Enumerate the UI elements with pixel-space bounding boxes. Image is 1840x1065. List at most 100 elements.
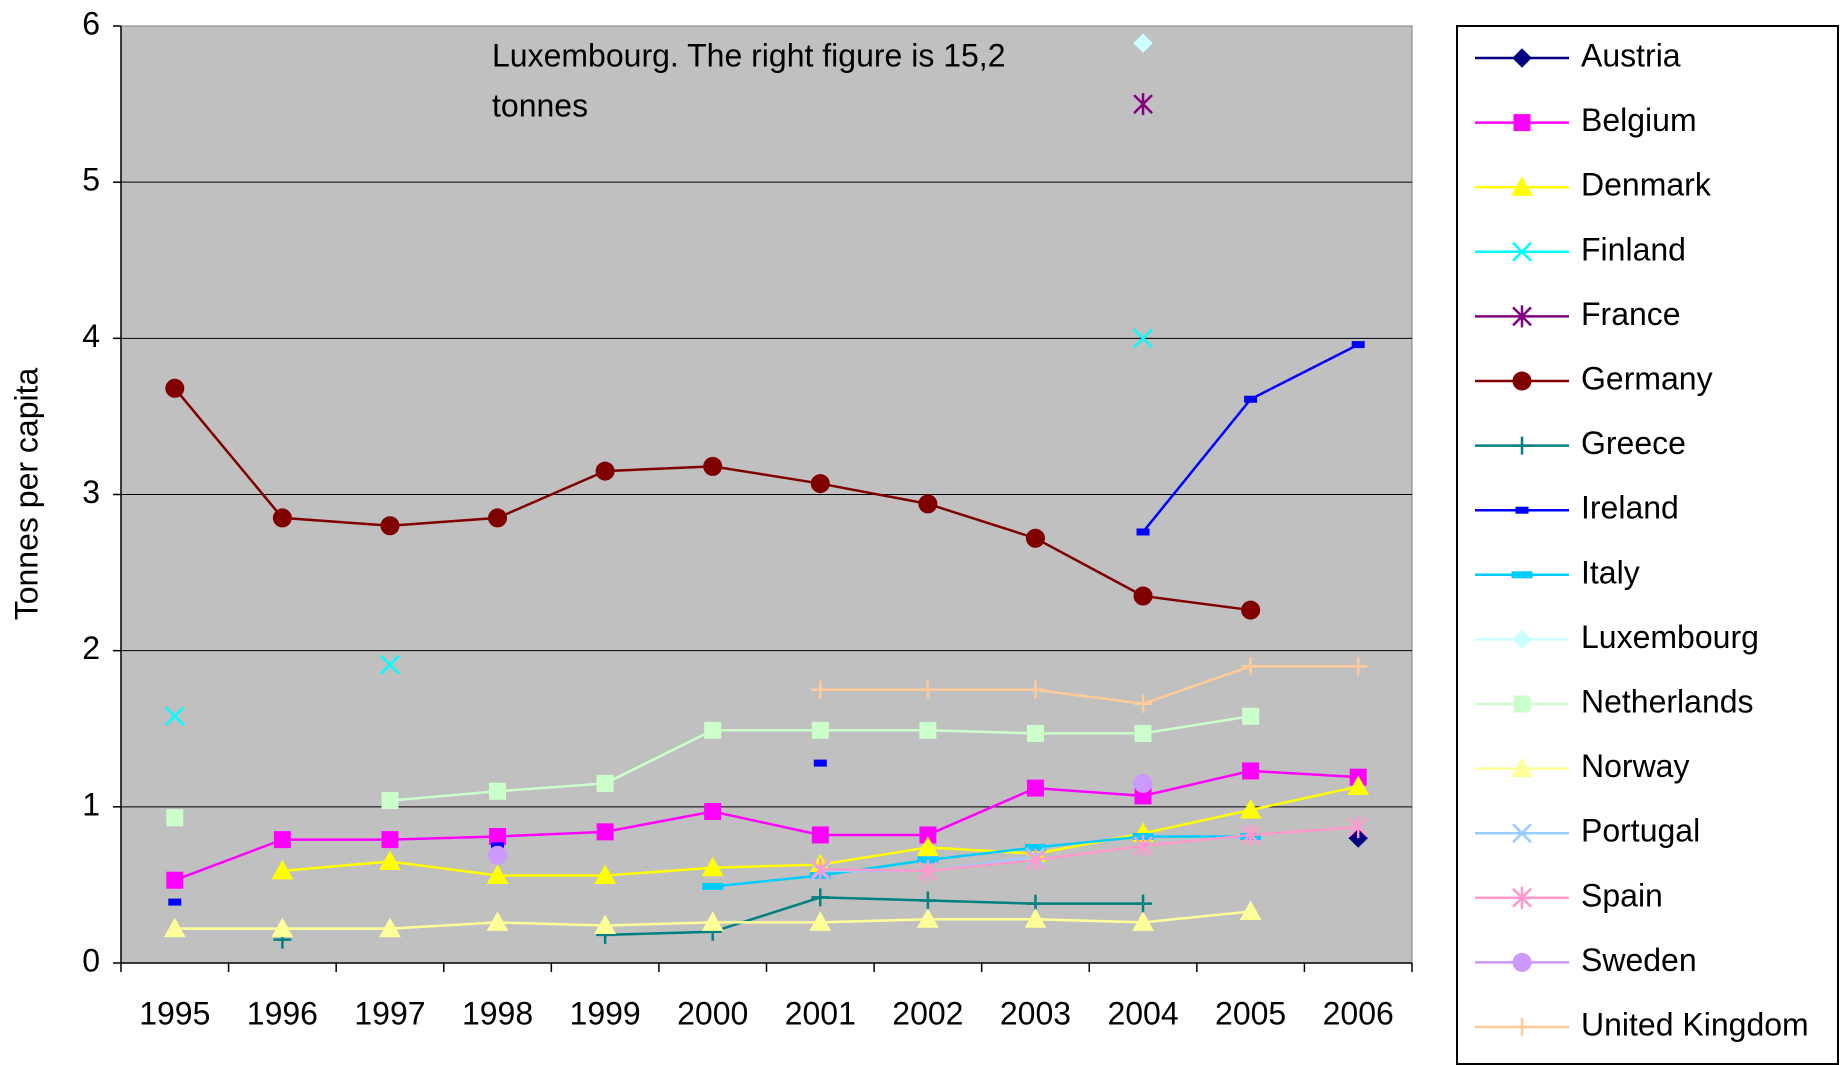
- legend-label: Italy: [1581, 554, 1640, 590]
- legend-marker: [1511, 176, 1533, 196]
- legend-marker: [1513, 114, 1531, 132]
- legend-label: Spain: [1581, 877, 1663, 913]
- data-point: [919, 721, 937, 739]
- data-point: [811, 826, 829, 844]
- y-axis-title: Tonnes per capita: [8, 367, 44, 620]
- data-point: [489, 782, 507, 800]
- data-point: [917, 908, 939, 928]
- legend-marker: [1512, 886, 1532, 909]
- y-tick-label: 6: [82, 5, 100, 41]
- annotation: Luxembourg. The right figure is 15,2: [492, 37, 1005, 73]
- data-point: [380, 516, 400, 536]
- legend-marker: [1512, 48, 1532, 68]
- data-point: [488, 845, 508, 865]
- legend-marker: [1512, 823, 1532, 844]
- data-point: [811, 888, 830, 907]
- data-point: [594, 914, 616, 935]
- data-point: [1239, 900, 1262, 920]
- data-point: [164, 706, 185, 727]
- legend-label: Luxembourg: [1581, 619, 1759, 655]
- legend-label: Sweden: [1581, 942, 1697, 978]
- data-point: [1134, 724, 1152, 742]
- legend-marker: [1512, 952, 1532, 972]
- legend-marker: [1511, 757, 1533, 778]
- data-point: [1024, 908, 1047, 928]
- legend-marker: [1512, 629, 1532, 650]
- data-point: [1133, 33, 1153, 53]
- data-point: [489, 828, 507, 846]
- data-point: [381, 792, 399, 810]
- x-tick-label: 2000: [677, 995, 748, 1031]
- data-point: [381, 831, 399, 849]
- data-point: [918, 891, 937, 910]
- data-point: [380, 654, 400, 675]
- legend-marker: [1512, 371, 1532, 391]
- data-point: [1133, 834, 1153, 857]
- data-point: [810, 858, 831, 881]
- y-tick-label: 1: [82, 786, 100, 822]
- data-point: [1348, 816, 1369, 839]
- legend-marker: [1513, 695, 1531, 713]
- data-point: [596, 823, 614, 841]
- data-point: [1133, 586, 1153, 606]
- x-tick-label: 2001: [785, 995, 856, 1031]
- data-point: [1134, 694, 1153, 713]
- data-point: [595, 461, 615, 481]
- data-point: [1241, 600, 1261, 620]
- data-point: [1347, 775, 1370, 796]
- data-point: [917, 859, 938, 882]
- data-point: [811, 680, 830, 699]
- data-point: [704, 721, 722, 739]
- y-tick-label: 3: [82, 474, 100, 510]
- legend-label: Germany: [1581, 360, 1713, 396]
- data-point: [1241, 657, 1260, 676]
- data-point: [272, 508, 292, 528]
- x-tick-label: 2004: [1107, 995, 1178, 1031]
- legend-box: [1456, 25, 1839, 1065]
- y-tick-label: 2: [82, 630, 100, 666]
- data-point: [379, 917, 401, 938]
- legend-marker: [1512, 241, 1532, 262]
- data-point: [703, 456, 723, 476]
- data-point: [917, 836, 939, 856]
- data-point: [701, 856, 724, 877]
- data-point: [704, 803, 722, 821]
- data-point: [1133, 773, 1153, 793]
- data-point: [1026, 779, 1044, 797]
- data-point: [594, 864, 616, 885]
- data-point: [702, 882, 724, 890]
- data-point: [1026, 680, 1045, 699]
- data-point: [486, 864, 509, 885]
- data-point: [811, 721, 829, 739]
- data-point: [1242, 707, 1260, 725]
- legend-marker: [1511, 571, 1533, 579]
- legend-label: Belgium: [1581, 102, 1697, 138]
- data-point: [1132, 911, 1154, 931]
- legend-marker: [1515, 506, 1529, 514]
- data-point: [1240, 823, 1261, 846]
- legend-label: Netherlands: [1581, 683, 1754, 719]
- data-point: [486, 911, 509, 931]
- data-point: [163, 917, 186, 938]
- data-point: [379, 850, 401, 870]
- x-tick-label: 1998: [462, 995, 533, 1031]
- data-point: [701, 911, 724, 931]
- data-point: [1239, 798, 1262, 819]
- data-point: [1025, 848, 1046, 871]
- data-point: [596, 774, 614, 792]
- data-point: [1025, 528, 1045, 548]
- data-point: [1349, 657, 1368, 676]
- x-tick-label: 2002: [892, 995, 963, 1031]
- data-point: [1244, 395, 1258, 403]
- data-point: [166, 809, 184, 827]
- x-tick-label: 1997: [354, 995, 425, 1031]
- series-line: [605, 896, 1144, 937]
- legend-marker: [1513, 1018, 1531, 1036]
- data-point: [1133, 328, 1153, 349]
- data-point: [1136, 528, 1150, 536]
- legend-marker: [1512, 305, 1532, 328]
- data-point: [1351, 341, 1365, 349]
- data-point: [918, 680, 937, 699]
- data-point: [165, 378, 185, 398]
